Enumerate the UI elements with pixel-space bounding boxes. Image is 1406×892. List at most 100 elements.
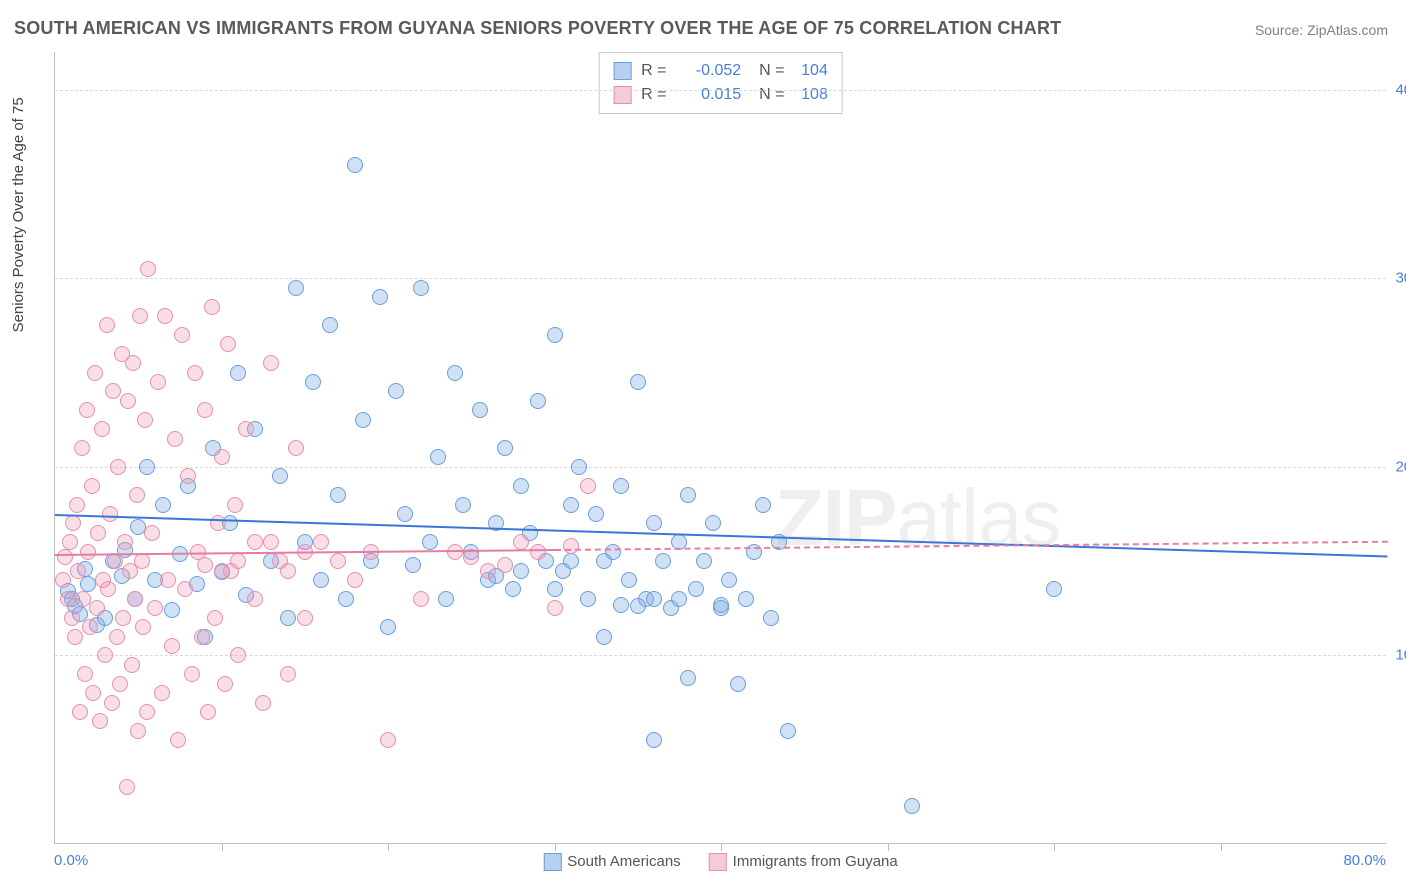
legend-label: South Americans <box>567 853 680 870</box>
scatter-point <box>70 563 86 579</box>
scatter-point <box>160 572 176 588</box>
scatter-point <box>513 563 529 579</box>
chart-title: SOUTH AMERICAN VS IMMIGRANTS FROM GUYANA… <box>14 18 1061 39</box>
scatter-point <box>330 553 346 569</box>
scatter-point <box>646 591 662 607</box>
scatter-point <box>655 553 671 569</box>
scatter-point <box>177 581 193 597</box>
scatter-point <box>102 506 118 522</box>
y-tick-label: 20.0% <box>1395 458 1406 475</box>
scatter-point <box>738 591 754 607</box>
scatter-point <box>82 619 98 635</box>
scatter-point <box>89 600 105 616</box>
scatter-point <box>134 553 150 569</box>
scatter-point <box>613 597 629 613</box>
scatter-point <box>170 732 186 748</box>
legend-item: South Americans <box>543 853 680 871</box>
scatter-point <box>721 572 737 588</box>
scatter-point <box>79 402 95 418</box>
scatter-point <box>204 299 220 315</box>
scatter-point <box>144 525 160 541</box>
scatter-point <box>132 308 148 324</box>
legend-swatch <box>543 853 561 871</box>
scatter-point <box>238 421 254 437</box>
x-tick <box>721 843 722 851</box>
scatter-point <box>255 695 271 711</box>
stats-n-label: N = <box>759 83 791 107</box>
scatter-point <box>180 468 196 484</box>
stats-row: R =-0.052N =104 <box>613 59 828 83</box>
scatter-point <box>280 610 296 626</box>
scatter-point <box>530 544 546 560</box>
scatter-point <box>129 487 145 503</box>
scatter-point <box>388 383 404 399</box>
scatter-point <box>107 553 123 569</box>
scatter-point <box>147 600 163 616</box>
scatter-point <box>109 629 125 645</box>
scatter-point <box>763 610 779 626</box>
legend-swatch <box>709 853 727 871</box>
scatter-point <box>547 581 563 597</box>
grid-line <box>55 278 1386 279</box>
scatter-point <box>85 685 101 701</box>
scatter-point <box>139 459 155 475</box>
scatter-point <box>120 393 136 409</box>
scatter-point <box>438 591 454 607</box>
stats-r-value: 0.015 <box>683 83 741 107</box>
scatter-point <box>110 459 126 475</box>
scatter-point <box>167 431 183 447</box>
scatter-point <box>513 478 529 494</box>
scatter-point <box>705 515 721 531</box>
y-tick-label: 10.0% <box>1395 647 1406 664</box>
x-axis-max-label: 80.0% <box>1343 852 1386 869</box>
scatter-point <box>92 713 108 729</box>
scatter-point <box>77 666 93 682</box>
plot-area: ZIPatlas R =-0.052N =104R =0.015N =108 S… <box>54 52 1386 844</box>
scatter-point <box>184 666 200 682</box>
scatter-point <box>97 647 113 663</box>
scatter-point <box>313 534 329 550</box>
x-tick <box>555 843 556 851</box>
scatter-point <box>447 365 463 381</box>
scatter-point <box>154 685 170 701</box>
stats-legend-box: R =-0.052N =104R =0.015N =108 <box>598 52 843 114</box>
scatter-point <box>67 629 83 645</box>
scatter-point <box>347 572 363 588</box>
scatter-point <box>347 157 363 173</box>
scatter-point <box>214 449 230 465</box>
x-tick <box>1221 843 1222 851</box>
scatter-point <box>780 723 796 739</box>
scatter-point <box>313 572 329 588</box>
scatter-point <box>297 610 313 626</box>
scatter-point <box>263 355 279 371</box>
scatter-point <box>164 638 180 654</box>
scatter-point <box>263 534 279 550</box>
source-attribution: Source: ZipAtlas.com <box>1255 22 1388 38</box>
scatter-point <box>247 534 263 550</box>
scatter-point <box>671 591 687 607</box>
scatter-point <box>60 591 76 607</box>
x-tick <box>388 843 389 851</box>
scatter-point <box>688 581 704 597</box>
scatter-point <box>124 657 140 673</box>
stats-r-label: R = <box>641 83 673 107</box>
scatter-point <box>355 412 371 428</box>
scatter-point <box>100 581 116 597</box>
scatter-point <box>696 553 712 569</box>
scatter-point <box>230 365 246 381</box>
scatter-point <box>200 704 216 720</box>
scatter-point <box>55 572 71 588</box>
scatter-point <box>197 557 213 573</box>
scatter-point <box>74 440 90 456</box>
scatter-point <box>422 534 438 550</box>
scatter-point <box>547 327 563 343</box>
scatter-point <box>621 572 637 588</box>
scatter-point <box>505 581 521 597</box>
scatter-point <box>62 534 78 550</box>
scatter-point <box>112 676 128 692</box>
scatter-point <box>680 487 696 503</box>
scatter-point <box>220 336 236 352</box>
scatter-point <box>413 591 429 607</box>
x-tick <box>888 843 889 851</box>
scatter-point <box>372 289 388 305</box>
